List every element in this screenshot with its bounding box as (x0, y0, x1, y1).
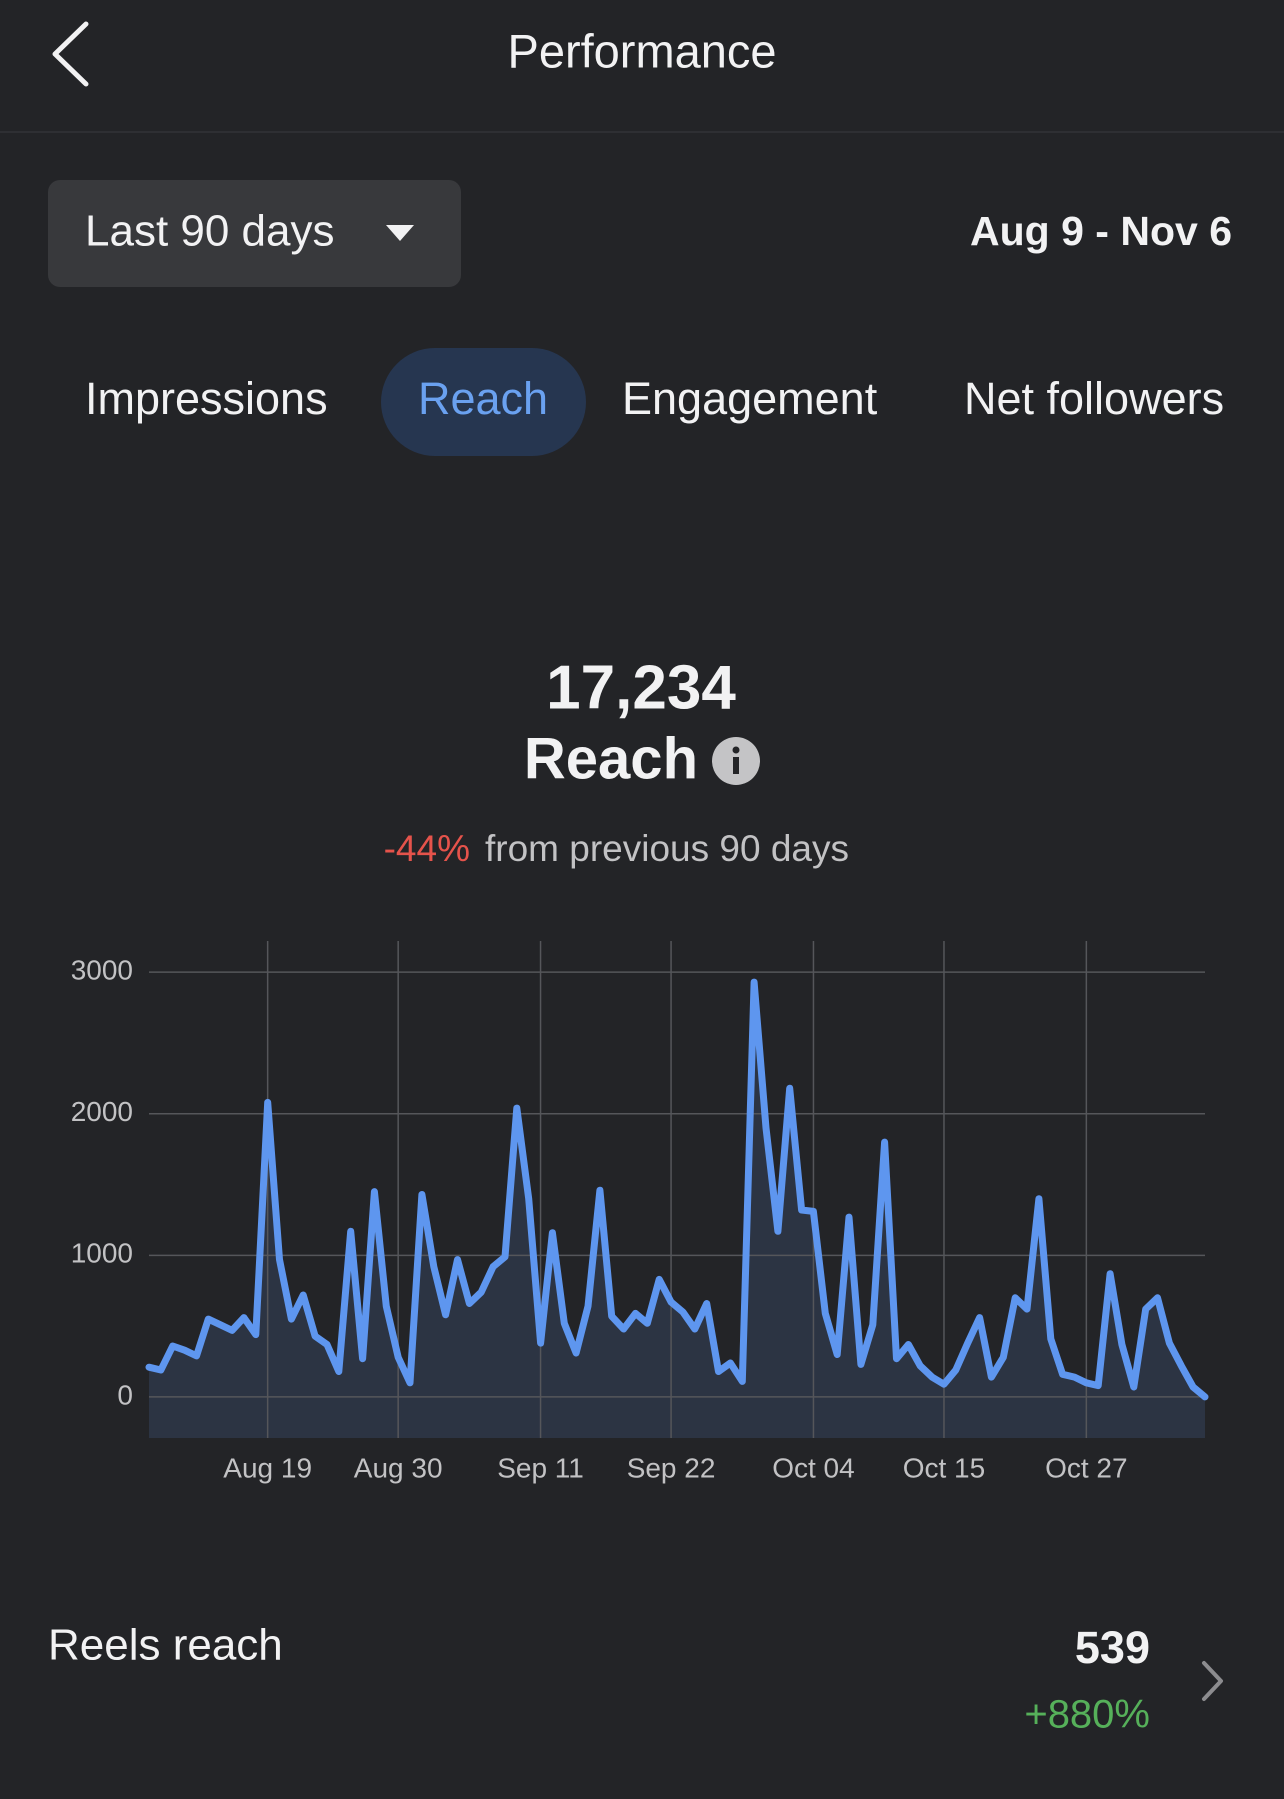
total-value: 17,234 (546, 653, 736, 722)
reels-change: +880% (1024, 1693, 1150, 1737)
period-dropdown[interactable] (48, 180, 461, 287)
y-tick-label: 0 (117, 1379, 133, 1410)
chart: 0 1000 2000 3000 Aug 19 Aug 30 Sep 11 Sep 22 Oct… (71, 941, 1209, 1483)
date-range: Aug 9 - Nov 6 (970, 208, 1232, 254)
line (145, 978, 1209, 1401)
tab-selected[interactable]: Reach (418, 373, 548, 424)
change-text: from previous 90 days (485, 828, 849, 869)
tab[interactable]: Net followers (964, 373, 1224, 424)
x-tick-label: Aug 30 (354, 1452, 443, 1483)
tab-bar: Impressions Reach Engagement Net followe… (85, 348, 1224, 456)
reels-value: 539 (1075, 1622, 1150, 1673)
tab[interactable]: Engagement (622, 373, 878, 424)
tab[interactable]: Impressions (85, 373, 328, 424)
x-tick-label: Oct 27 (1045, 1452, 1127, 1483)
area (149, 982, 1205, 1438)
x-tick-label: Aug 19 (223, 1452, 312, 1483)
x-tick-label: Sep 11 (497, 1452, 584, 1483)
tab-highlight (381, 348, 586, 456)
y-tick-label: 3000 (71, 955, 133, 986)
info-dot (732, 746, 740, 754)
info-icon[interactable] (712, 737, 760, 785)
reels-label: Reels reach (48, 1621, 283, 1670)
info-stem (733, 757, 739, 774)
change-percent: -44% (384, 828, 470, 869)
y-tick-label: 1000 (71, 1238, 133, 1269)
back-button[interactable] (52, 21, 89, 87)
dropdown-arrow (386, 225, 414, 241)
reels-chevron[interactable] (1202, 1661, 1223, 1701)
period-label: Last 90 days (85, 207, 335, 256)
metric-label: Reach (524, 726, 698, 791)
y-tick-label: 2000 (71, 1096, 133, 1127)
x-tick-label: Sep 22 (627, 1452, 716, 1483)
page-title: Performance (507, 24, 776, 77)
x-tick-label: Oct 15 (903, 1452, 985, 1483)
x-tick-label: Oct 04 (772, 1452, 854, 1483)
